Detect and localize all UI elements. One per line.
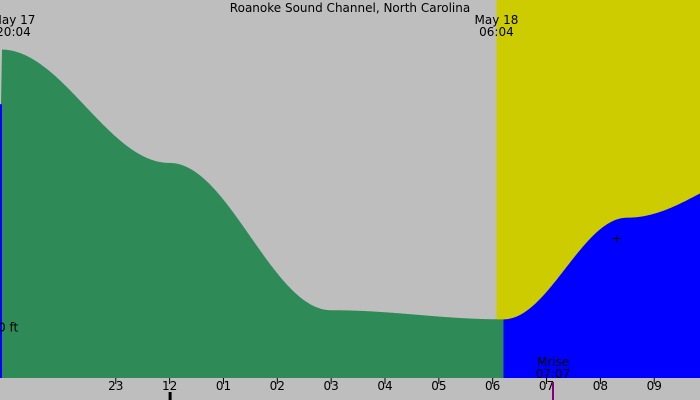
tide-area-layer [0,49,700,378]
x-tick-label: 02 [270,379,285,393]
chart-title: Roanoke Sound Channel, North Carolina [230,1,470,15]
event-date-label: May 17 [0,13,35,27]
x-tick-label: 09 [647,379,662,393]
midnight-marker [168,392,172,400]
moonrise-label: Mrise [537,355,569,369]
x-tick-label: 03 [324,379,339,393]
event-time-label: 06:04 [479,25,514,39]
current-level-marker [612,234,621,243]
x-tick-label: 01 [216,379,231,393]
tide-area-1 [0,49,504,378]
x-tick-label: 07 [539,379,554,393]
x-tick-label: 23 [108,379,123,393]
x-tick-label: 12 [162,379,177,393]
x-tick-label: 05 [431,379,446,393]
x-axis-ticks: 2312010203040506070809101112010203040506… [108,378,662,400]
event-date-label: May 18 [475,13,519,27]
left-edge-strip [0,104,2,378]
event-time-label: 20:04 [0,25,31,39]
datum-label: 0 ft [0,320,18,334]
x-tick-label: 08 [593,379,608,393]
x-tick-label: 04 [377,379,392,393]
x-tick-label: 06 [485,379,500,393]
tide-area-2 [503,193,700,378]
moonrise-time: 07:07 [536,367,571,381]
